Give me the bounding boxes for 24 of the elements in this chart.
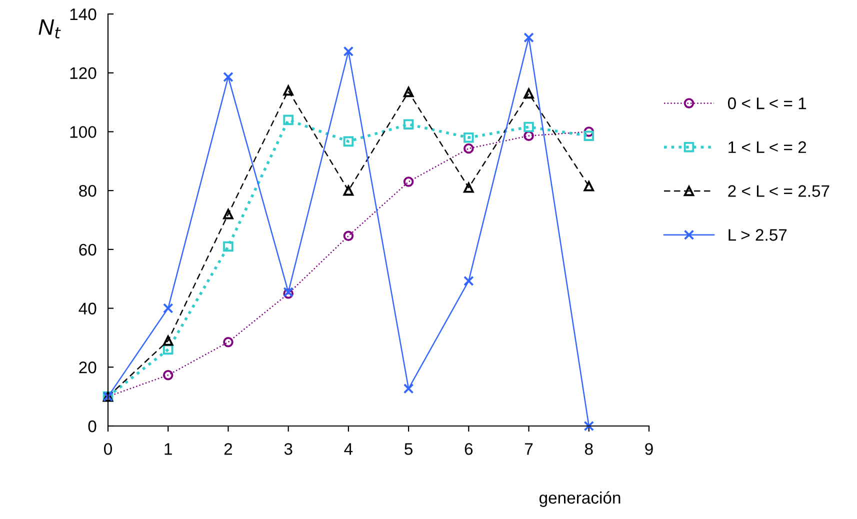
- y-tick-label: 140: [70, 8, 96, 20]
- legend-label: 1 < L < = 2: [728, 141, 806, 153]
- y-axis-title: N$_{t}$: [38, 19, 61, 38]
- y-tick-label: 40: [78, 302, 96, 314]
- y-tick-label: 20: [79, 362, 96, 374]
- x-tick-label: 6: [464, 443, 473, 455]
- x-tick-label: 4: [344, 443, 353, 455]
- y-tick-label: 60: [79, 244, 96, 256]
- y-tick-label: 0: [88, 420, 96, 432]
- legend-label: 2 < L < = 2.57: [728, 185, 830, 197]
- x-tick-label: 8: [584, 443, 593, 455]
- y-tick-label: 120: [70, 67, 96, 80]
- x-tick-label: 5: [404, 443, 412, 455]
- legend-label: 0 < L < = 1: [728, 97, 806, 110]
- x-tick-label: 7: [525, 443, 533, 455]
- x-tick-label: 1: [164, 443, 172, 455]
- x-tick-label: 9: [645, 443, 653, 455]
- y-tick-label: 100: [70, 126, 96, 138]
- x-tick-label: 2: [224, 443, 232, 455]
- x-tick-label: 3: [284, 443, 292, 455]
- x-tick-label: 0: [104, 443, 112, 455]
- y-tick-label: 80: [79, 184, 96, 197]
- legend-label: L > 2.57: [728, 229, 787, 241]
- x-axis-title: generación: [539, 491, 620, 507]
